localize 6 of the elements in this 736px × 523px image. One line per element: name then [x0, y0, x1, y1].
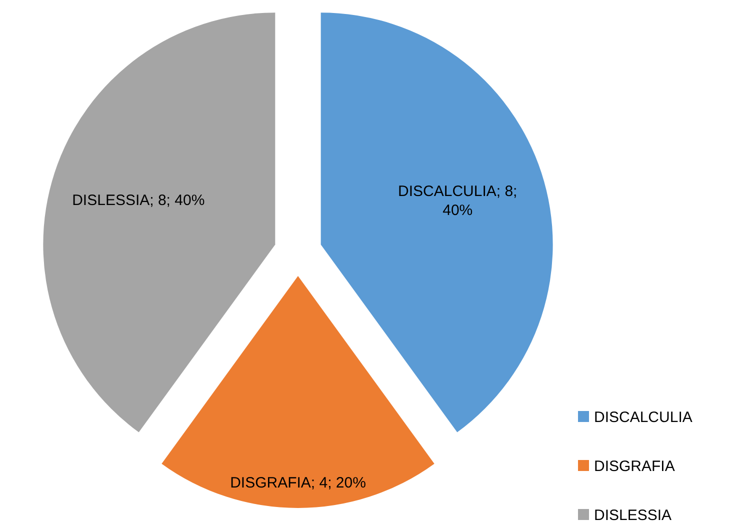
legend-label: DISCALCULIA	[594, 409, 692, 426]
data-label: DISGRAFIA; 4; 20%	[230, 474, 366, 492]
legend-label: DISGRAFIA	[594, 458, 675, 475]
legend-label: DISLESSIA	[594, 507, 672, 523]
data-label: DISLESSIA; 8; 40%	[72, 192, 205, 210]
data-label: DISCALCULIA; 8; 40%	[398, 183, 518, 220]
